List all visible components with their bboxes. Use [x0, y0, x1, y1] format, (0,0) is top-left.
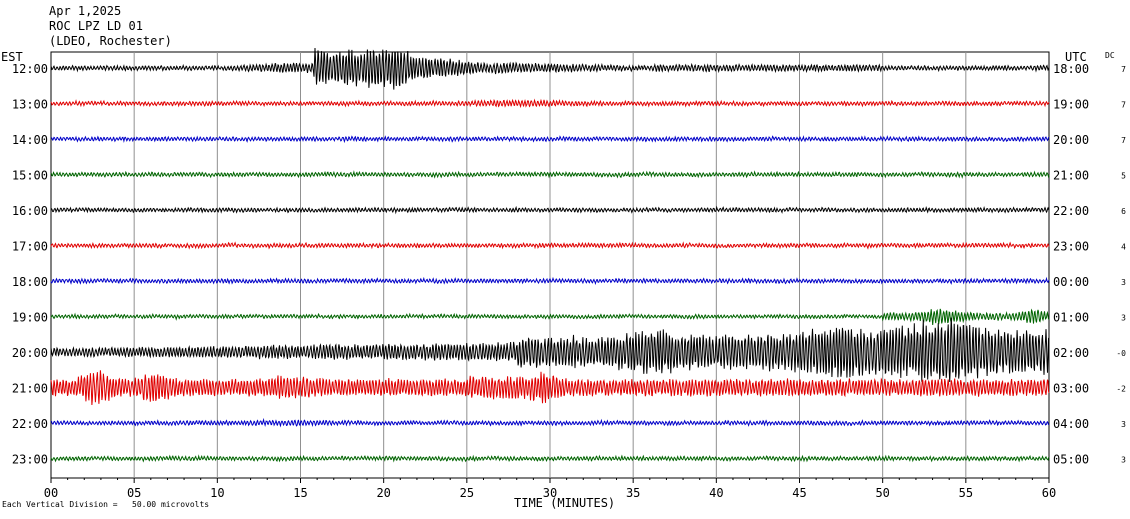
est-time-label: 16:00 [12, 204, 48, 218]
x-tick-label: 60 [1042, 486, 1056, 500]
x-tick-label: 50 [875, 486, 889, 500]
dc-offset-label: 7 [1121, 65, 1126, 74]
dc-offset-label: 7 [1121, 101, 1126, 110]
station-name: ROC LPZ LD 01 [49, 19, 143, 33]
scale-note: Each Vertical Division = 50.00 microvolt… [2, 500, 210, 509]
utc-time-label: 05:00 [1053, 453, 1089, 467]
trace-1400 [50, 135, 1050, 144]
x-tick-label: 10 [210, 486, 224, 500]
dc-offset-label: 7 [1121, 136, 1126, 145]
utc-label: UTC [1065, 50, 1087, 64]
trace-1200 [50, 47, 1050, 90]
trace-1900 [50, 308, 1050, 326]
trace-1300 [50, 98, 1050, 109]
x-tick-label: 20 [376, 486, 390, 500]
x-tick-label: 05 [127, 486, 141, 500]
utc-time-label: 21:00 [1053, 169, 1089, 183]
utc-time-label: 00:00 [1053, 275, 1089, 289]
est-time-label: 17:00 [12, 240, 48, 254]
est-time-label: 14:00 [12, 133, 48, 147]
x-axis-title: TIME (MINUTES) [514, 496, 616, 510]
est-label: EST [1, 50, 23, 64]
est-time-label: 23:00 [12, 453, 48, 467]
est-time-label: 22:00 [12, 417, 48, 431]
x-tick-label: 45 [792, 486, 806, 500]
trace-1500 [50, 170, 1050, 179]
x-tick-label: 15 [293, 486, 307, 500]
est-time-label: 18:00 [12, 275, 48, 289]
dc-offset-label: 3 [1121, 278, 1126, 287]
dc-offset-label: 4 [1121, 243, 1126, 252]
dc-offset-label: 6 [1121, 207, 1126, 216]
trace-2200 [51, 417, 1050, 428]
utc-time-label: 22:00 [1053, 204, 1089, 218]
utc-time-label: 03:00 [1053, 382, 1089, 396]
utc-time-label: 23:00 [1053, 240, 1089, 254]
x-tick-label: 40 [709, 486, 723, 500]
dc-offset-label: 3 [1121, 314, 1126, 323]
est-time-label: 19:00 [12, 311, 48, 325]
est-time-label: 13:00 [12, 98, 48, 112]
dc-offset-label: 3 [1121, 456, 1126, 465]
est-time-label: 20:00 [12, 346, 48, 360]
x-tick-label: 00 [44, 486, 58, 500]
trace-2300 [50, 454, 1050, 463]
x-tick-label: 30 [543, 486, 557, 500]
dc-offset-label: -0 [1116, 349, 1126, 358]
x-tick-label: 25 [460, 486, 474, 500]
utc-time-label: 02:00 [1053, 346, 1089, 360]
x-tick-label: 55 [959, 486, 973, 500]
est-time-label: 15:00 [12, 169, 48, 183]
trace-2000 [50, 317, 1050, 383]
trace-1800 [50, 276, 1050, 286]
dc-offset-label: 5 [1121, 172, 1126, 181]
trace-1600 [50, 205, 1050, 215]
utc-time-label: 01:00 [1053, 311, 1089, 325]
dc-offset-label: 3 [1121, 420, 1126, 429]
dc-offset-label: -2 [1116, 385, 1126, 394]
trace-1700 [50, 241, 1050, 250]
plot-date: Apr 1,2025 [49, 4, 122, 18]
est-time-label: 12:00 [12, 62, 48, 76]
est-time-label: 21:00 [12, 382, 48, 396]
utc-time-label: 19:00 [1053, 98, 1089, 112]
x-tick-label: 35 [626, 486, 640, 500]
trace-2100 [50, 370, 1050, 406]
utc-time-label: 04:00 [1053, 417, 1089, 431]
network-name: (LDEO, Rochester) [49, 34, 172, 48]
utc-time-label: 18:00 [1053, 62, 1089, 76]
dc-label: DC [1105, 51, 1115, 60]
utc-time-label: 20:00 [1053, 133, 1089, 147]
